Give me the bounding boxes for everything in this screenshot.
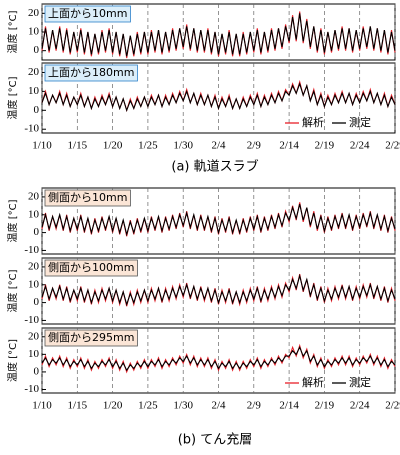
y-tick-label: 20 bbox=[28, 66, 40, 78]
y-tick-label: 0 bbox=[34, 44, 40, 56]
x-tick-label: 2/29 bbox=[385, 140, 400, 152]
y-tick-label: 0 bbox=[34, 296, 40, 308]
legend-label: 測定 bbox=[349, 375, 371, 389]
x-tick-label: 1/30 bbox=[173, 140, 193, 152]
x-tick-label: 1/15 bbox=[68, 400, 88, 412]
y-tick-label: 10 bbox=[28, 85, 40, 97]
panel-label-box bbox=[44, 259, 138, 277]
y-axis-label: 温度 [°C] bbox=[6, 199, 19, 242]
x-tick-label: 1/25 bbox=[138, 400, 158, 412]
y-tick-label: 20 bbox=[28, 7, 40, 19]
x-tick-label: 2/29 bbox=[385, 400, 400, 412]
x-tick-label: 2/4 bbox=[211, 400, 226, 412]
x-tick-label: 2/14 bbox=[279, 140, 299, 152]
caption: (b) てん充層 bbox=[178, 432, 253, 448]
x-tick-label: 2/24 bbox=[350, 400, 370, 412]
y-tick-label: 20 bbox=[28, 330, 40, 342]
series-line bbox=[41, 82, 396, 112]
y-tick-label: 10 bbox=[28, 26, 40, 38]
panel-label: 側面から10mm bbox=[48, 191, 127, 204]
y-axis-label: 温度 [°C] bbox=[6, 76, 19, 119]
x-tick-label: 2/14 bbox=[279, 400, 299, 412]
panel-label: 上面から180mm bbox=[48, 66, 134, 79]
y-tick-label: 10 bbox=[28, 348, 40, 360]
x-tick-label: 1/10 bbox=[32, 400, 52, 412]
x-tick-label: 2/4 bbox=[211, 140, 226, 152]
x-tick-label: 1/20 bbox=[103, 400, 123, 412]
panel-label-box bbox=[44, 329, 138, 347]
series-line bbox=[41, 345, 396, 372]
panel-label: 側面から100mm bbox=[48, 261, 134, 274]
series-line bbox=[41, 273, 396, 307]
y-axis-label: 温度 [°C] bbox=[6, 10, 19, 53]
panel-label-box bbox=[44, 64, 138, 82]
series-line bbox=[41, 203, 396, 237]
x-tick-label: 1/25 bbox=[138, 140, 158, 152]
y-tick-label: 20 bbox=[28, 260, 40, 272]
panel-label: 上面から10mm bbox=[48, 7, 127, 20]
x-tick-label: 1/10 bbox=[32, 140, 52, 152]
y-tick-label: -10 bbox=[24, 314, 39, 326]
legend-label: 解析 bbox=[302, 115, 324, 129]
y-tick-label: -10 bbox=[24, 383, 39, 395]
x-tick-label: 1/30 bbox=[173, 400, 193, 412]
panel-label-box bbox=[44, 189, 131, 207]
x-tick-label: 1/15 bbox=[68, 140, 88, 152]
y-tick-label: 10 bbox=[28, 208, 40, 220]
x-tick-label: 2/19 bbox=[315, 140, 335, 152]
legend-label: 解析 bbox=[302, 375, 324, 389]
caption: (a) 軌道スラブ bbox=[171, 159, 258, 175]
x-tick-label: 2/19 bbox=[315, 400, 335, 412]
y-tick-label: 20 bbox=[28, 190, 40, 202]
y-tick-label: 10 bbox=[28, 278, 40, 290]
x-tick-label: 2/9 bbox=[247, 400, 262, 412]
legend-label: 測定 bbox=[349, 115, 371, 129]
x-tick-label: 2/9 bbox=[247, 140, 262, 152]
y-tick-label: 0 bbox=[34, 104, 40, 116]
y-tick-label: -10 bbox=[24, 244, 39, 256]
panel-label-box bbox=[44, 5, 131, 23]
y-tick-label: 0 bbox=[34, 226, 40, 238]
y-tick-label: -10 bbox=[24, 123, 39, 135]
y-axis-label: 温度 [°C] bbox=[6, 269, 19, 312]
x-tick-label: 2/24 bbox=[350, 140, 370, 152]
panel-label: 側面から295mm bbox=[48, 331, 134, 344]
x-tick-label: 1/20 bbox=[103, 140, 123, 152]
series-line bbox=[41, 13, 396, 57]
y-axis-label: 温度 [°C] bbox=[6, 339, 19, 382]
y-tick-label: 0 bbox=[34, 365, 40, 377]
